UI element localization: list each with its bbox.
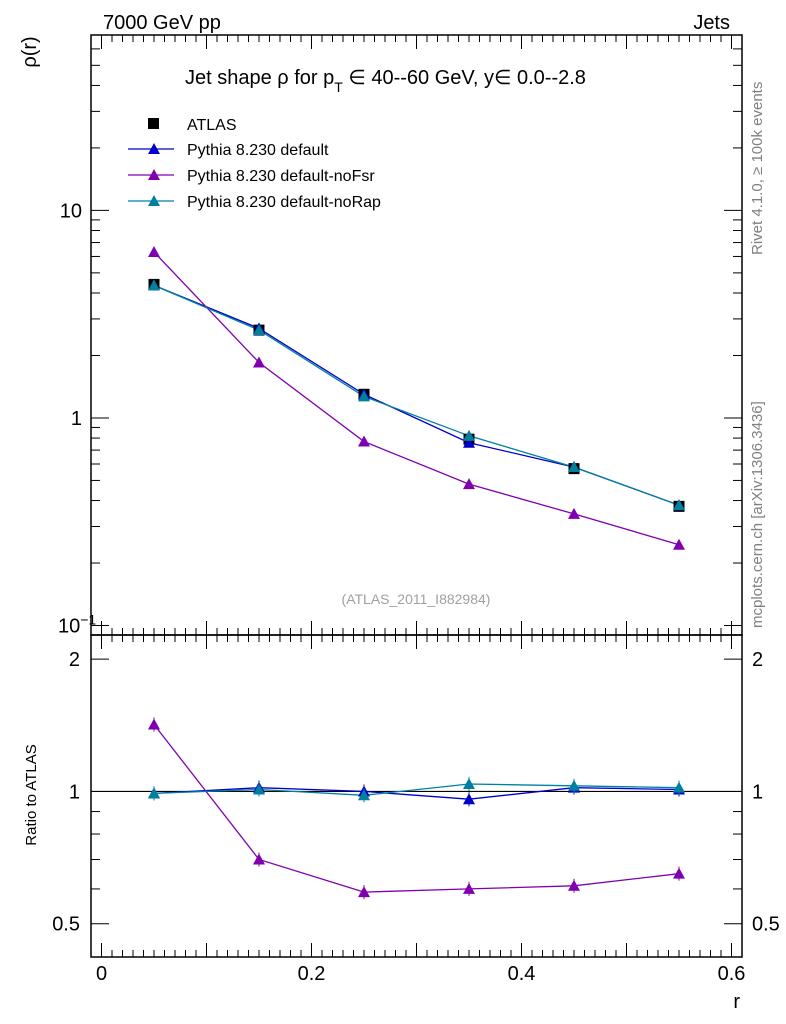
main-series-marker — [253, 324, 265, 336]
ratio-y-tick-label: 0.5 — [52, 914, 80, 936]
main-series-marker — [358, 390, 370, 402]
main-series-marker — [568, 507, 580, 519]
main-series-marker — [568, 461, 580, 473]
main-series-line — [153, 251, 680, 546]
rivet-label: Rivet 4.1.0, ≥ 100k events — [749, 82, 766, 255]
legend-marker-default — [148, 143, 160, 154]
y-tick-label: 10 — [60, 200, 82, 222]
y-tick-label: 1 — [71, 408, 82, 430]
ratio-series-marker — [358, 886, 370, 898]
main-series-marker — [463, 429, 475, 441]
main-series-marker — [358, 435, 370, 447]
legend-label-default: Pythia 8.230 default — [187, 142, 329, 159]
ratio-series-marker — [568, 779, 580, 791]
legend: ATLAS Pythia 8.230 default Pythia 8.230 … — [128, 117, 381, 211]
legend-label-nofsr: Pythia 8.230 default-noFsr — [187, 168, 375, 185]
ratio-series-line — [153, 787, 680, 800]
legend-label-norap: Pythia 8.230 default-noRap — [187, 194, 381, 211]
x-tick-label: 0.4 — [508, 963, 536, 985]
ratio-y-tick-label: 1 — [69, 781, 80, 803]
main-series-marker — [673, 538, 685, 550]
ratio-series-marker — [673, 781, 685, 793]
ratio-ylabel: Ratio to ATLAS — [23, 744, 40, 845]
main-series-marker — [253, 356, 265, 368]
x-tick-label: 0 — [96, 963, 107, 985]
ratio-series-marker — [463, 793, 475, 805]
ratio-series-marker — [148, 718, 160, 730]
plot-title: Jet shape ρ for pT ∈ 40--60 GeV, y∈ 0.0-… — [185, 67, 586, 95]
mcplots-label: mcplots.cern.ch [arXiv:1306.3436] — [749, 401, 766, 628]
ratio-series-marker — [673, 867, 685, 879]
legend-marker-norap — [148, 195, 160, 206]
main-series-line — [153, 284, 680, 506]
ratio-series-marker — [253, 783, 265, 795]
ratio-series-marker — [148, 787, 160, 799]
analysis-watermark: (ATLAS_2011_I882984) — [342, 591, 491, 607]
main-series-marker — [673, 499, 685, 511]
ratio-y-tick-label: 2 — [69, 649, 80, 671]
ratio-y-tick-label-right: 1 — [752, 781, 763, 803]
main-series-marker — [463, 436, 475, 448]
main-ylabel: ρ(r) — [19, 36, 41, 67]
legend-label-atlas: ATLAS — [187, 117, 237, 134]
ratio-y-tick-label-right: 2 — [752, 649, 763, 671]
ratio-xlabel: r — [733, 991, 740, 1013]
header-left: 7000 GeV pp — [103, 12, 221, 34]
ratio-series-marker — [568, 879, 580, 891]
ratio-y-tick-label-right: 0.5 — [752, 914, 780, 936]
legend-marker-atlas — [148, 118, 159, 129]
main-series-marker — [148, 246, 160, 258]
ratio-series-line — [153, 783, 680, 796]
ratio-series-line — [153, 724, 680, 893]
y-tick-label: 10−1 — [58, 612, 96, 638]
ratio-series-marker — [463, 777, 475, 789]
main-series-marker — [463, 478, 475, 490]
main-series-marker — [148, 279, 160, 291]
x-tick-label: 0.6 — [718, 963, 746, 985]
ratio-plot-frame — [90, 634, 743, 958]
header-right: Jets — [693, 12, 730, 34]
legend-marker-nofsr — [148, 169, 160, 180]
ratio-series-marker — [253, 853, 265, 865]
ratio-series-marker — [358, 789, 370, 801]
ratio-series-marker — [463, 882, 475, 894]
x-tick-label: 0.2 — [298, 963, 326, 985]
